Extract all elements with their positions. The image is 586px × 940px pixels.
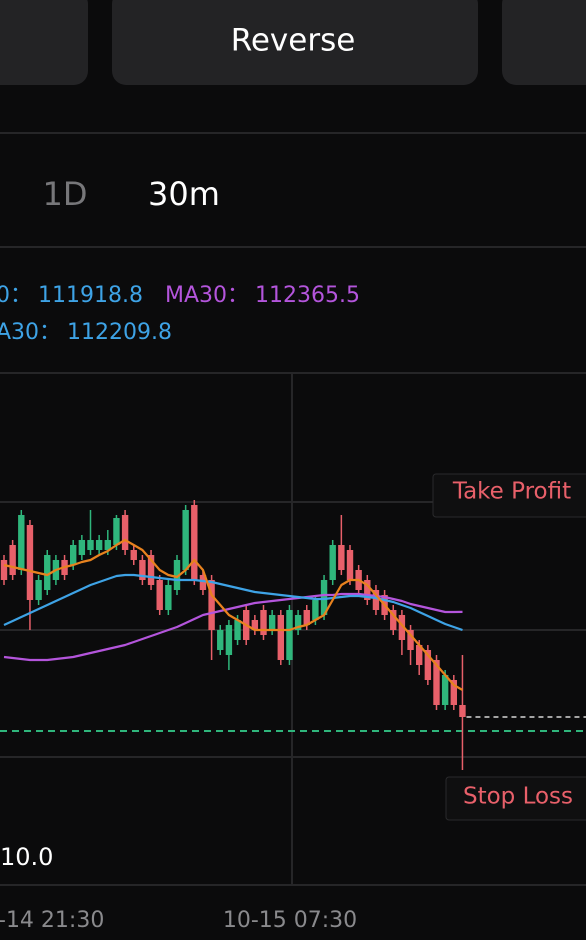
reverse-button[interactable] (112, 0, 478, 85)
candle-body (372, 590, 380, 610)
candle-body (346, 550, 354, 580)
candle-body (433, 660, 440, 705)
candle-body (18, 515, 25, 570)
candle-body (441, 675, 449, 705)
legend-label: A30： (0, 320, 61, 345)
candle-body (416, 645, 423, 665)
candle-body (173, 560, 181, 590)
x-label: 10-15 07:30 (223, 908, 357, 933)
candle-body (277, 615, 284, 660)
candle-body (78, 540, 86, 555)
ma-line (3, 592, 463, 662)
candle-body (87, 540, 94, 550)
candle-body (182, 510, 189, 570)
candle-body (268, 615, 276, 630)
stop-loss-label: Stop Loss (463, 784, 573, 810)
candle-body (208, 580, 215, 630)
candle-body (338, 545, 345, 570)
candle-body (191, 505, 198, 580)
x-label: -14 21:30 (0, 908, 104, 933)
legend-value: 112209.8 (67, 320, 172, 345)
ma-line (3, 573, 463, 632)
stop-loss-box[interactable] (445, 776, 586, 821)
candle-body (35, 580, 42, 600)
candle-body (294, 615, 302, 630)
candle-body (320, 580, 328, 615)
candle-body (26, 525, 34, 600)
candle-body (424, 650, 432, 680)
legend-value: 111918.8 (38, 283, 143, 308)
candle-body (251, 620, 259, 630)
price-label: 10.0 (0, 843, 53, 871)
legend-label: 0： (0, 283, 32, 308)
candle-body (407, 630, 414, 650)
candle-body (130, 550, 137, 560)
candle-body (139, 560, 146, 580)
candle-body (329, 545, 336, 580)
legend-entry: 0： 111918.8 (0, 283, 143, 308)
candle-body (0, 560, 8, 580)
candle-body (303, 610, 310, 625)
tab-active[interactable]: 30m (148, 175, 220, 213)
button[interactable] (502, 0, 586, 85)
candle-body (450, 680, 457, 705)
candle-body (225, 625, 233, 655)
button-label: Reverse (231, 23, 356, 59)
candle-body (70, 545, 77, 565)
take-profit-label: Take Profit (452, 479, 571, 505)
legend-value: 112365.5 (255, 283, 360, 308)
candle-body (364, 580, 371, 600)
candle-body (260, 610, 267, 635)
plot (0, 500, 586, 770)
ma-line (3, 538, 464, 691)
candle-body (147, 555, 155, 585)
candle-body (390, 610, 397, 630)
candle-body (459, 705, 466, 717)
candle-body (286, 610, 293, 660)
candle-body (234, 620, 241, 640)
legend-label: MA30： (165, 283, 249, 308)
legend: 0： 111918.8 MA30： 112365.5 A30： 112209.8 (0, 283, 360, 345)
candle-body (398, 615, 406, 640)
take-profit-box[interactable] (432, 473, 586, 518)
legend-entry: MA30： 112365.5 (165, 283, 360, 308)
candle-body (217, 630, 224, 650)
candle-body (104, 540, 111, 550)
candle-body (165, 585, 172, 610)
candle-body (9, 545, 16, 575)
candle-body (113, 518, 120, 545)
candle-body (95, 540, 103, 550)
candle-body (44, 555, 51, 590)
tab[interactable]: 1D (43, 175, 88, 213)
candle-body (121, 515, 129, 550)
legend-entry: A30： 112209.8 (0, 320, 172, 345)
button[interactable] (0, 0, 88, 85)
candle-body (156, 580, 163, 610)
candle-body (312, 600, 319, 620)
candle-body (199, 575, 207, 590)
